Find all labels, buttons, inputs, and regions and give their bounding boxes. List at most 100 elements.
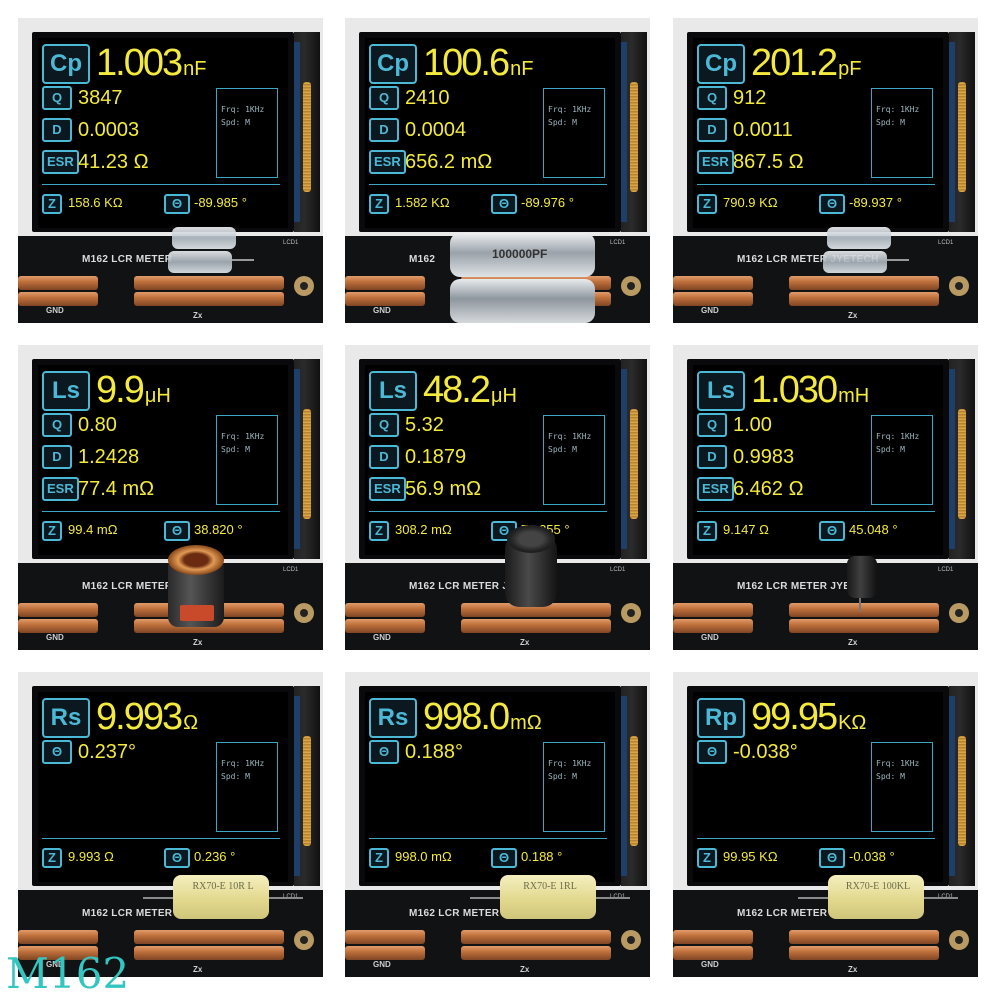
frequency-text: Frq: 1KHz [876,432,920,441]
frequency-text: Frq: 1KHz [221,432,265,441]
lcd-side-coil [303,82,311,192]
reading-value: 0.188° [405,741,464,763]
lcd-flex-cable [949,42,955,222]
lcd-flex-cable [621,696,627,876]
impedance-label: Z [42,194,62,214]
lcd-side-connector [294,32,320,232]
mounting-hole [949,930,969,950]
main-unit: nF [510,58,534,80]
impedance-label: Z [697,848,717,868]
gnd-label: GND [373,306,391,315]
main-value: 9.9 [96,369,145,411]
mounting-hole [621,930,641,950]
lcd-side-connector [294,686,320,886]
copper-strip [673,946,753,960]
lcd-side-coil [958,736,966,846]
impedance-value: 99.95 KΩ [723,849,778,864]
lcd-flex-cable [294,369,300,549]
phase-label: Θ [819,194,845,214]
main-reading: 100.6 nF [423,42,533,90]
gnd-label: GND [46,633,64,642]
main-reading: 99.95 KΩ [751,696,866,744]
reading-label: Q [697,413,727,437]
component-marking: RX70-E 10R L [192,881,254,892]
pcb-label: M162 LCR METER [82,908,173,919]
reading-label: D [369,118,399,142]
lcd-flex-cable [294,42,300,222]
reading-label: Θ [697,740,727,764]
lcd-side-coil [630,82,638,192]
lcd-side-coil [958,409,966,519]
reading-value: 77.4 mΩ [78,478,155,500]
lcd-side-connector [949,686,975,886]
mounting-hole [294,276,314,296]
main-unit: pF [838,58,862,80]
phase-value: -89.985 ° [194,195,247,210]
lcd-side-coil [958,82,966,192]
phase-value: -89.976 ° [521,195,574,210]
reading-label: D [369,445,399,469]
copper-strip [789,930,939,944]
lcd-flex-cable [621,42,627,222]
copper-strip [18,292,98,306]
pcb-board: M162 LCR METER JYE GND Zx LCD1 [345,563,650,650]
mode-badge: Rp [697,698,745,738]
capacitor-film-component: 100000PF [450,233,600,323]
settings-box: Frq: 1KHz Spd: M [871,742,933,832]
copper-strip [345,276,425,290]
lcd-tag: LCD1 [283,567,299,573]
lcd-tag: LCD1 [283,240,299,246]
reading-row: D 0.0011 [697,118,867,142]
main-value: 1.030 [751,369,838,411]
main-value: 1.003 [96,42,183,84]
reading-value: 6.462 Ω [733,478,804,500]
reading-value: 0.0004 [405,119,467,141]
gnd-label: GND [373,960,391,969]
reading-row: D 1.2428 [42,445,212,469]
meter-panel: Ls 1.030 mH Q 1.00 D 0.9983 ESR 6.462 Ω Frq: 1KHz… [673,345,978,650]
reading-value: -0.038° [733,741,798,763]
main-unit: mH [838,385,870,407]
reading-row: Q 5.32 [369,413,539,437]
gnd-label: GND [701,960,719,969]
copper-strip [673,603,753,617]
frequency-text: Frq: 1KHz [548,759,592,768]
reading-label: Q [42,413,72,437]
reading-value: 656.2 mΩ [405,151,493,173]
copper-strip [345,603,425,617]
phase-label: Θ [819,848,845,868]
impedance-label: Z [369,848,389,868]
phase-label: Θ [164,521,190,541]
copper-strip [345,619,425,633]
impedance-value: 790.9 KΩ [723,195,778,210]
mounting-hole [294,930,314,950]
pcb-label: M162 LCR METER JYE [409,581,523,592]
lcd-side-connector [949,359,975,559]
lcd-tag: LCD1 [938,567,954,573]
reading-label: D [697,118,727,142]
reading-value: 0.237° [78,741,137,763]
phase-value: -0.038 ° [849,849,895,864]
pcb-label: M162 [409,254,436,265]
screen-divider [42,838,280,839]
copper-strip [18,946,98,960]
meter-panel: Cp 201.2 pF Q 912 D 0.0011 ESR 867.5 Ω Frq: 1KHz S… [673,18,978,323]
mode-badge: Cp [697,44,745,84]
gnd-label: GND [701,306,719,315]
mounting-hole [949,603,969,623]
component-marking: RX70-E 100KL [845,881,911,892]
reading-label: Q [369,413,399,437]
reading-row: ESR 41.23 Ω [42,150,212,174]
brand-watermark: M162 [6,949,130,998]
impedance-value: 9.147 Ω [723,522,769,537]
mounting-hole [621,603,641,623]
reading-value: 0.0011 [733,119,793,141]
meter-panel: Rs 998.0 mΩ Θ 0.188° Frq: 1KHz Spd: M Z 998.0 mΩ… [345,672,650,977]
settings-box: Frq: 1KHz Spd: M [871,415,933,505]
impedance-value: 1.582 KΩ [395,195,450,210]
meter-panel: Cp 1.003 nF Q 3847 D 0.0003 ESR 41.23 Ω Frq: 1KHz… [18,18,323,323]
lcd-screen: Ls 1.030 mH Q 1.00 D 0.9983 ESR 6.462 Ω Frq: 1KHz… [693,365,943,555]
phase-value: 0.236 ° [194,849,236,864]
